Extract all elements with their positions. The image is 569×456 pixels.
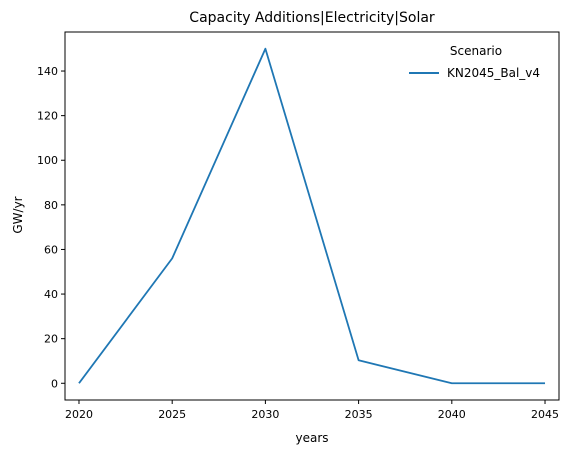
x-tick-label: 2040 bbox=[438, 408, 466, 421]
x-tick-label: 2020 bbox=[65, 408, 93, 421]
y-tick-label: 20 bbox=[44, 333, 58, 346]
y-axis: 0 20 40 60 80 100 120 140 bbox=[37, 65, 65, 390]
x-tick-label: 2030 bbox=[251, 408, 279, 421]
legend-entry-kn2045-bal-v4: KN2045_Bal_v4 bbox=[447, 66, 540, 80]
y-tick-label: 140 bbox=[37, 65, 58, 78]
x-tick-label: 2025 bbox=[158, 408, 186, 421]
legend: Scenario KN2045_Bal_v4 bbox=[409, 44, 540, 80]
y-axis-label: GW/yr bbox=[11, 196, 25, 233]
x-tick-label: 2035 bbox=[345, 408, 373, 421]
chart-title: Capacity Additions|Electricity|Solar bbox=[189, 10, 435, 26]
x-tick-label: 2045 bbox=[531, 408, 559, 421]
legend-title: Scenario bbox=[450, 44, 502, 58]
series-line-kn2045-bal-v4 bbox=[78, 47, 546, 385]
x-axis-label: years bbox=[295, 431, 328, 445]
y-tick-label: 100 bbox=[37, 154, 58, 167]
series-layer bbox=[78, 47, 546, 385]
y-tick-label: 40 bbox=[44, 288, 58, 301]
y-tick-label: 120 bbox=[37, 110, 58, 123]
y-tick-label: 80 bbox=[44, 199, 58, 212]
y-tick-label: 60 bbox=[44, 243, 58, 256]
x-axis: 2020 2025 2030 2035 2040 2045 bbox=[65, 400, 559, 421]
plot-area-frame bbox=[64, 31, 560, 401]
y-tick-label: 0 bbox=[51, 377, 58, 390]
